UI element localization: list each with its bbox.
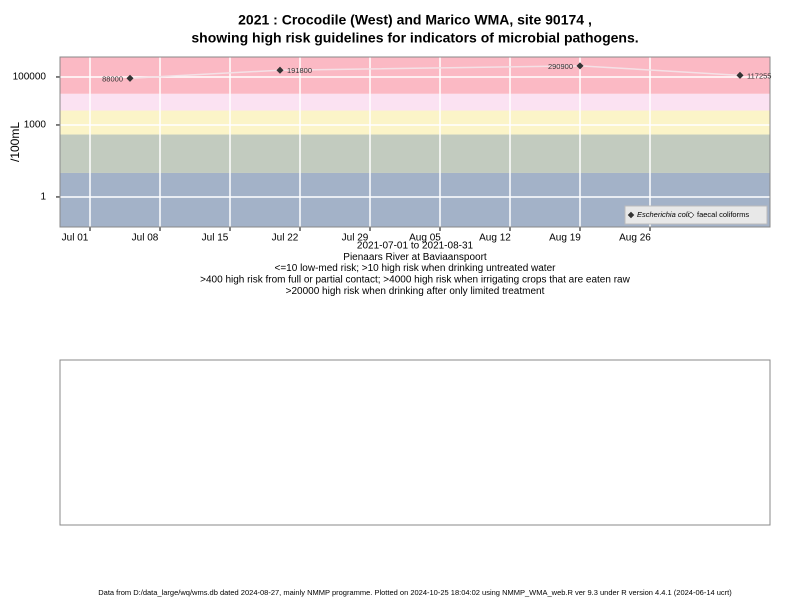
series-line bbox=[129, 65, 741, 80]
note: Pienaars River at Baviaanspoort bbox=[343, 252, 487, 263]
y-tick-label: 100000 bbox=[13, 72, 47, 83]
data-label: 290900 bbox=[548, 62, 573, 71]
legend-label: faecal coliforms bbox=[697, 210, 749, 219]
chart-subtitle: showing high risk guidelines for indicat… bbox=[191, 30, 638, 46]
note: 2021-07-01 to 2021-08-31 bbox=[357, 241, 474, 252]
risk-band bbox=[60, 134, 770, 173]
data-label: 88000 bbox=[102, 74, 123, 83]
data-point bbox=[576, 62, 584, 70]
data-label: 191800 bbox=[287, 66, 312, 75]
chart-title: 2021 : Crocodile (West) and Marico WMA, … bbox=[238, 12, 592, 28]
x-tick-label: Jul 22 bbox=[272, 233, 299, 244]
data-point bbox=[276, 66, 284, 74]
x-tick-label: Jul 29 bbox=[342, 233, 369, 244]
x-tick-label: Jul 15 bbox=[202, 233, 229, 244]
note: >400 high risk from full or partial cont… bbox=[200, 275, 630, 286]
legend-marker bbox=[687, 211, 695, 219]
note: >20000 high risk when drinking after onl… bbox=[286, 286, 545, 297]
data-point bbox=[126, 74, 134, 82]
x-tick-label: Aug 12 bbox=[479, 233, 511, 244]
y-axis-label: /100mL bbox=[8, 122, 22, 162]
x-tick-label: Jul 01 bbox=[62, 233, 89, 244]
x-tick-label: Aug 19 bbox=[549, 233, 581, 244]
legend-marker bbox=[627, 211, 635, 219]
x-tick-label: Jul 08 bbox=[132, 233, 159, 244]
plot-frame bbox=[59, 56, 771, 228]
footer: Data from D:/data_large/wq/wms.db dated … bbox=[98, 588, 732, 597]
data-point bbox=[736, 71, 744, 79]
legend-box bbox=[624, 205, 768, 225]
legend-label: Escherichia coli bbox=[637, 210, 689, 219]
data-label: 117255 bbox=[747, 71, 771, 80]
risk-band bbox=[60, 93, 770, 111]
risk-band bbox=[60, 110, 770, 135]
risk-band bbox=[60, 57, 770, 94]
y-tick-label: 1 bbox=[40, 192, 46, 203]
note: <=10 low-med risk; >10 high risk when dr… bbox=[275, 263, 557, 274]
x-tick-label: Aug 26 bbox=[619, 233, 651, 244]
y-tick-label: 1000 bbox=[24, 120, 47, 131]
empty-panel bbox=[59, 359, 771, 526]
x-tick-label: Aug 05 bbox=[409, 233, 441, 244]
